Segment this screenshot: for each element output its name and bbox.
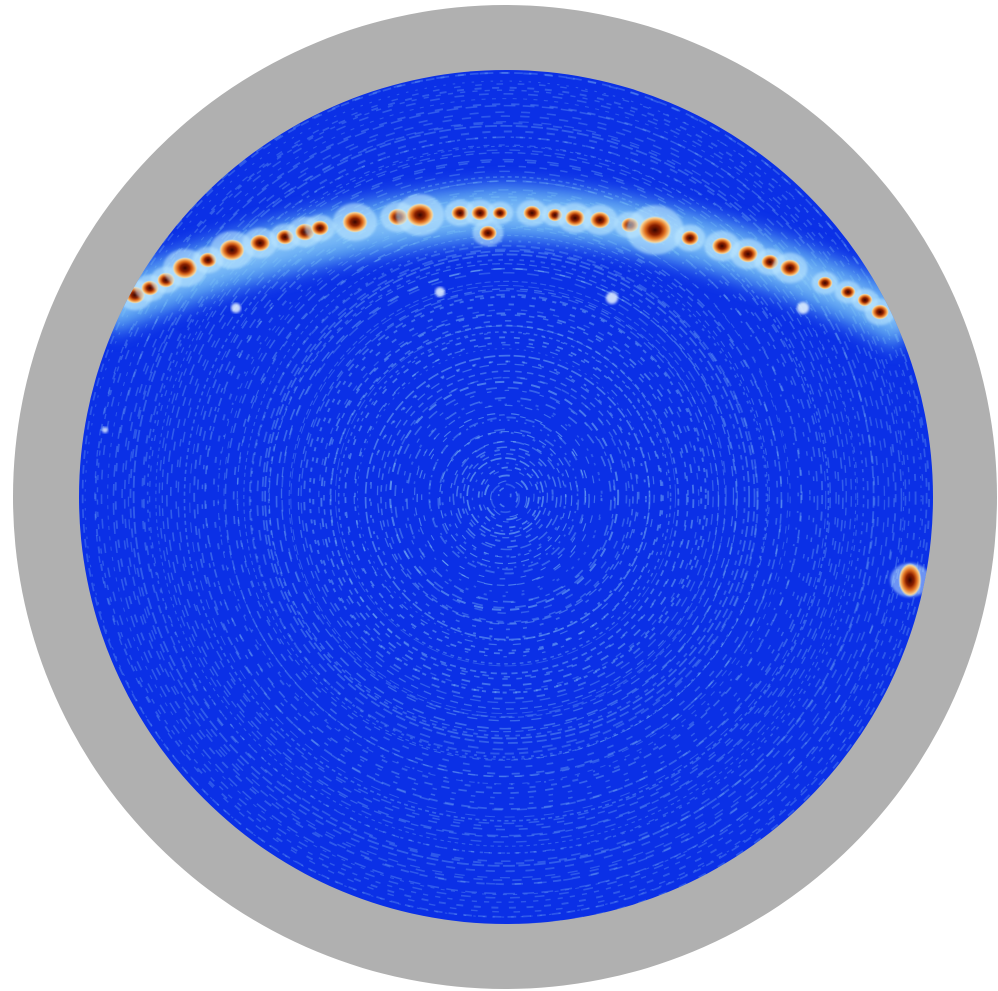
source (590, 211, 611, 229)
source (311, 220, 329, 235)
source (638, 216, 672, 245)
source (492, 206, 508, 219)
source (780, 259, 801, 277)
faint-source (435, 287, 445, 297)
source (471, 205, 489, 220)
sky-map (0, 0, 998, 991)
source (342, 211, 368, 233)
source (712, 237, 733, 255)
faint-source (797, 302, 809, 314)
source (479, 225, 497, 240)
source (817, 276, 833, 289)
faint-source (231, 303, 241, 313)
source (565, 209, 586, 227)
source (871, 304, 889, 319)
source (523, 205, 541, 220)
source (250, 234, 271, 252)
source (898, 563, 921, 597)
source (219, 239, 245, 261)
source (681, 230, 699, 245)
page: (() => { const svg = document.getElement… (0, 0, 998, 991)
faint-source (606, 292, 618, 304)
faint-source (102, 427, 108, 433)
source (406, 203, 435, 227)
